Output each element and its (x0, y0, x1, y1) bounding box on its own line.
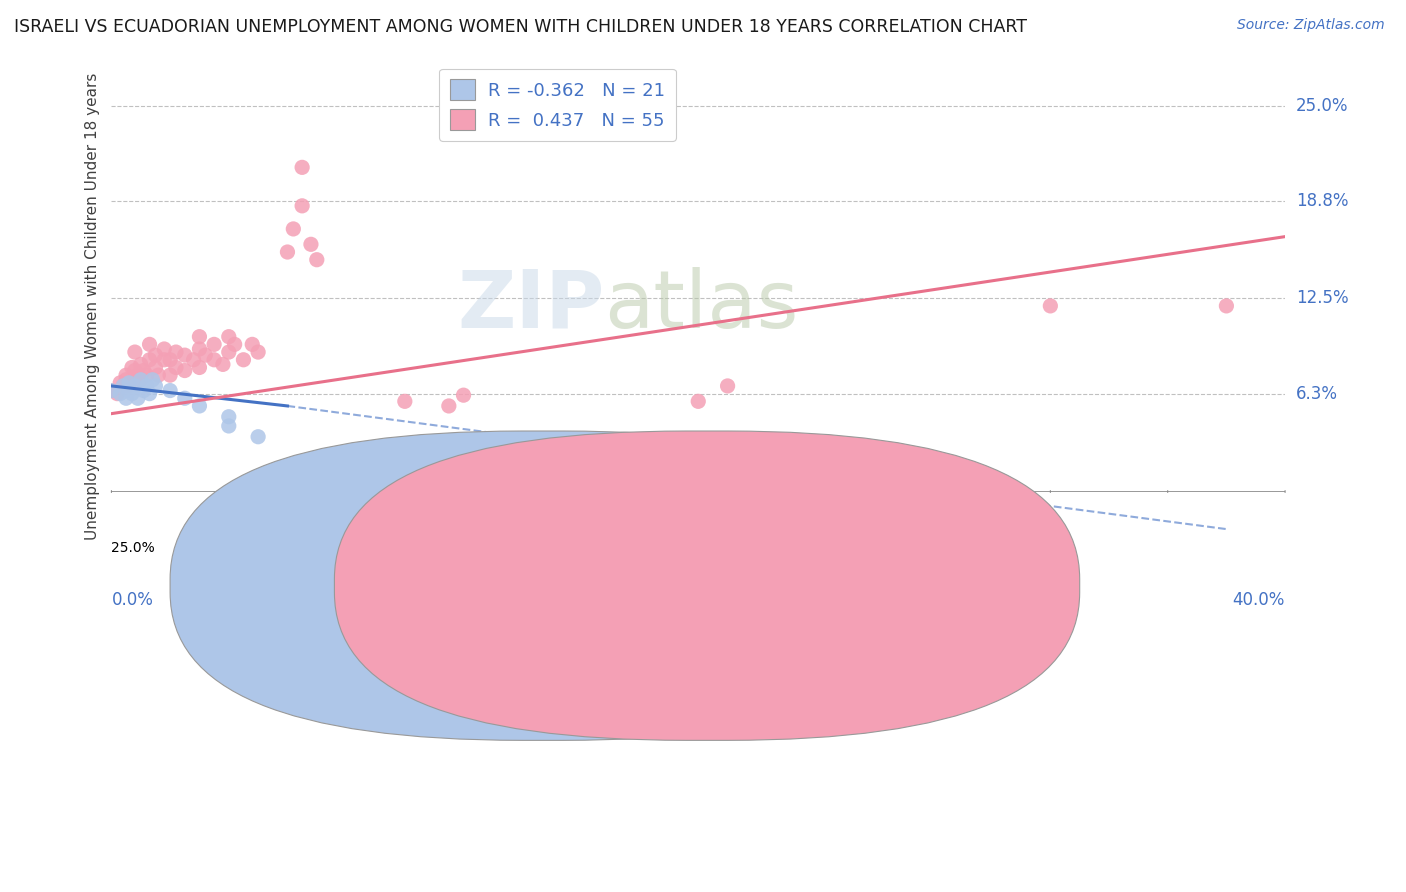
Text: 40.0%: 40.0% (1233, 591, 1285, 609)
Point (1039, 299, 1062, 313)
Point (165, 360, 187, 375)
Point (124, 379, 146, 393)
Legend: R = -0.362   N = 21, R =  0.437   N = 55: R = -0.362 N = 21, R = 0.437 N = 55 (439, 69, 676, 141)
Text: atlas: atlas (605, 267, 799, 345)
Point (132, 384, 155, 398)
Point (240, 337, 263, 351)
Point (127, 368, 149, 383)
Text: 12.5%: 12.5% (1296, 289, 1348, 307)
Point (202, 337, 225, 351)
Point (129, 358, 152, 372)
Point (118, 376, 141, 390)
Point (224, 337, 246, 351)
Point (124, 363, 146, 377)
Point (145, 348, 167, 362)
Point (110, 386, 132, 401)
Point (291, 161, 314, 175)
Point (153, 342, 176, 356)
Point (188, 399, 211, 413)
Point (115, 391, 138, 405)
Point (437, 399, 460, 413)
Text: 0.0%: 0.0% (111, 591, 153, 609)
Point (716, 379, 738, 393)
Point (188, 360, 211, 375)
Point (121, 386, 143, 401)
Point (138, 386, 160, 401)
Point (115, 373, 138, 387)
Point (159, 368, 181, 383)
Point (141, 373, 163, 387)
Point (453, 388, 475, 402)
Point (188, 342, 211, 356)
Point (183, 352, 205, 367)
Point (148, 368, 170, 383)
Point (291, 199, 314, 213)
Point (135, 368, 157, 383)
Point (212, 358, 235, 372)
Text: 6.3%: 6.3% (1296, 384, 1339, 402)
Text: ISRAELI VS ECUADORIAN UNEMPLOYMENT AMONG WOMEN WITH CHILDREN UNDER 18 YEARS CORR: ISRAELI VS ECUADORIAN UNEMPLOYMENT AMONG… (14, 18, 1026, 36)
Point (138, 337, 160, 351)
Text: Israelis: Israelis (575, 577, 634, 595)
Point (173, 348, 195, 362)
Point (138, 352, 160, 367)
Point (112, 379, 135, 393)
Point (688, 394, 710, 409)
Point (247, 430, 270, 444)
Point (276, 245, 298, 260)
Point (218, 409, 240, 424)
Point (159, 352, 181, 367)
Point (100, 384, 122, 398)
Point (202, 352, 225, 367)
Point (121, 360, 143, 375)
Point (129, 373, 152, 387)
Point (132, 363, 155, 377)
Point (118, 384, 141, 398)
Point (118, 379, 141, 393)
Point (145, 379, 167, 393)
Point (165, 345, 187, 359)
Y-axis label: Unemployment Among Women with Children Under 18 years: Unemployment Among Women with Children U… (86, 72, 100, 540)
Point (194, 348, 217, 362)
Point (129, 373, 152, 387)
Text: 25.0%: 25.0% (111, 541, 155, 555)
Point (299, 237, 322, 252)
Text: 18.8%: 18.8% (1296, 192, 1348, 211)
Point (124, 345, 146, 359)
Point (188, 329, 211, 343)
Point (1215, 299, 1237, 313)
Point (218, 329, 240, 343)
Point (105, 386, 128, 401)
Point (305, 252, 328, 267)
FancyBboxPatch shape (335, 431, 1080, 740)
Text: Ecuadorians: Ecuadorians (740, 577, 841, 595)
Point (218, 345, 240, 359)
Point (110, 376, 132, 390)
Point (115, 368, 138, 383)
Point (283, 222, 305, 236)
Point (127, 391, 149, 405)
Text: Source: ZipAtlas.com: Source: ZipAtlas.com (1237, 18, 1385, 32)
Point (100, 384, 122, 398)
Point (394, 394, 416, 409)
Point (173, 391, 195, 405)
Point (173, 363, 195, 377)
Point (135, 379, 157, 393)
Text: 25.0%: 25.0% (1296, 96, 1348, 115)
Point (159, 384, 181, 398)
Point (112, 379, 135, 393)
Text: ZIP: ZIP (457, 267, 605, 345)
Point (145, 360, 167, 375)
Point (232, 352, 254, 367)
FancyBboxPatch shape (170, 431, 915, 740)
Point (218, 419, 240, 434)
Point (247, 345, 270, 359)
Point (153, 352, 176, 367)
